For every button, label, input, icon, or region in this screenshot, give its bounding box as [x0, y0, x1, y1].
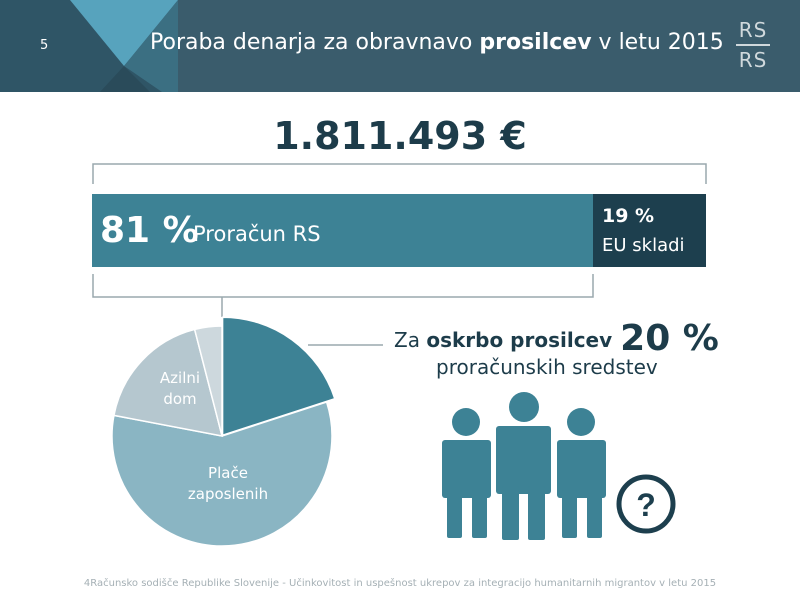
pie-slice-2: [113, 328, 224, 437]
top-bracket: [92, 163, 707, 184]
callout-bold: oskrbo prosilcev: [426, 328, 613, 352]
bar-budget-rs: 81 % Proračun RS: [92, 194, 593, 267]
pie-label-azilni-dom: Azilni dom: [159, 369, 201, 408]
bar-budget-rs-pct: 81 %: [100, 210, 199, 251]
title-prefix: Poraba denarja za obravnavo: [150, 30, 480, 55]
bar-eu-pct: 19 %: [602, 205, 655, 227]
svg-text:?: ?: [636, 487, 656, 523]
callout-prefix: Za: [394, 328, 427, 352]
bar-budget-rs-label: Proračun RS: [193, 222, 321, 246]
bar-eu-label: EU skladi: [602, 235, 685, 256]
pie-label-place: Plače zaposlenih: [187, 464, 269, 503]
bottom-bracket: [92, 274, 594, 298]
callout-line2: proračunskih sredstev: [436, 355, 658, 379]
header-decoration: [0, 0, 178, 92]
logo-top-text: RS: [738, 18, 768, 42]
footer-text: 4Računsko sodišče Republike Slovenije - …: [83, 578, 717, 589]
logo-bottom-text: RS: [738, 48, 768, 72]
person-icon: [442, 408, 491, 538]
pie-slice-0: [221, 316, 336, 437]
question-mark-icon: ?: [616, 474, 676, 534]
callout-line1: Za oskrbo prosilcev 20 %: [394, 318, 719, 359]
rs-logo: RS RS: [736, 18, 770, 72]
slide-header: 5 Poraba denarja za obravnavo prosilcev …: [0, 0, 800, 92]
person-icon: [496, 392, 551, 540]
callout-value: 20 %: [620, 318, 719, 359]
total-amount: 1.811.493 €: [273, 114, 527, 158]
title-bold: prosilcev: [479, 30, 592, 55]
slide-title: Poraba denarja za obravnavo prosilcev v …: [150, 30, 724, 55]
bar-eu-funds: 19 % EU skladi: [593, 194, 706, 267]
pie-slice-3: [193, 325, 223, 437]
pie-slice-1: [111, 401, 333, 547]
person-icon: [557, 408, 606, 538]
callout: Za oskrbo prosilcev 20 % proračunskih sre…: [394, 318, 719, 379]
slide-number: 5: [40, 38, 49, 53]
title-suffix: v letu 2015: [591, 30, 724, 55]
logo-rule: [736, 44, 770, 46]
